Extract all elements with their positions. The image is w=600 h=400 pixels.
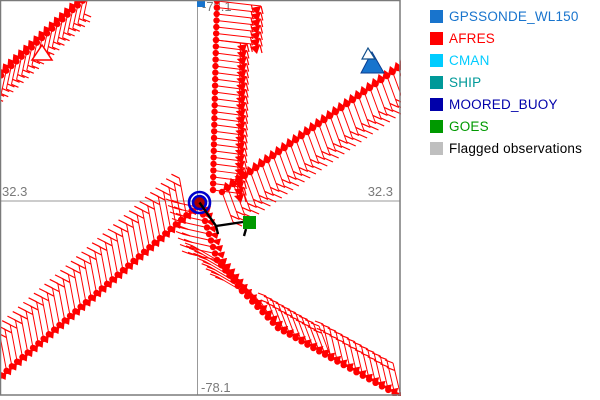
legend: GPSSONDE_WL150 AFRES CMAN SHIP MOORED_BUOY GO…: [430, 5, 582, 159]
lat-label-left: 32.3: [2, 184, 27, 199]
afres-track-southwest[interactable]: [0, 173, 201, 389]
legend-swatch-icon: [430, 97, 443, 111]
legend-item-label: GPSSONDE_WL150: [449, 8, 579, 24]
goes-square[interactable]: [243, 216, 256, 229]
map-panel[interactable]: -78.1 32.3 32.3 -78.1: [0, 0, 401, 396]
map-canvas[interactable]: -78.1 32.3 32.3 -78.1: [0, 0, 401, 396]
afres-track-southeast[interactable]: [165, 198, 401, 396]
lon-label-bottom: -78.1: [201, 380, 231, 395]
afres-track-north[interactable]: [209, 0, 264, 203]
lat-label-right: 32.3: [368, 184, 393, 199]
legend-swatch-icon: [430, 75, 443, 89]
legend-item-flagged-observations[interactable]: Flagged observations: [430, 137, 582, 159]
legend-swatch-icon: [430, 141, 443, 155]
observation-tracks[interactable]: [0, 0, 401, 396]
legend-item-label: CMAN: [449, 52, 490, 68]
afres-track-northeast[interactable]: [218, 54, 401, 227]
afres-track-northwest[interactable]: [0, 0, 98, 106]
legend-item-goes[interactable]: GOES: [430, 115, 582, 137]
legend-swatch-icon: [430, 53, 443, 67]
legend-item-gpssonde-wl150[interactable]: GPSSONDE_WL150: [430, 5, 582, 27]
flagged-triangle-red[interactable]: [30, 43, 54, 61]
observation-markers[interactable]: [30, 0, 385, 237]
moored-buoy-rings[interactable]: [187, 190, 212, 215]
legend-item-moored-buoy[interactable]: MOORED_BUOY: [430, 93, 582, 115]
legend-item-afres[interactable]: AFRES: [430, 27, 582, 49]
legend-item-label: MOORED_BUOY: [449, 96, 558, 112]
gpssonde-triangle-blue[interactable]: [360, 50, 385, 74]
legend-item-label: SHIP: [449, 74, 482, 90]
legend-swatch-icon: [430, 9, 443, 23]
gpssonde-triangle-small[interactable]: [360, 46, 377, 60]
legend-item-ship[interactable]: SHIP: [430, 71, 582, 93]
track-connector-line[interactable]: [198, 201, 248, 237]
legend-item-label: GOES: [449, 118, 489, 134]
legend-swatch-icon: [430, 119, 443, 133]
legend-item-label: Flagged observations: [449, 140, 583, 156]
gpssonde-square-top[interactable]: [197, 0, 205, 7]
legend-item-label: AFRES: [449, 30, 496, 46]
map-border: [0, 0, 401, 396]
legend-item-cman[interactable]: CMAN: [430, 49, 582, 71]
legend-swatch-icon: [430, 31, 443, 45]
